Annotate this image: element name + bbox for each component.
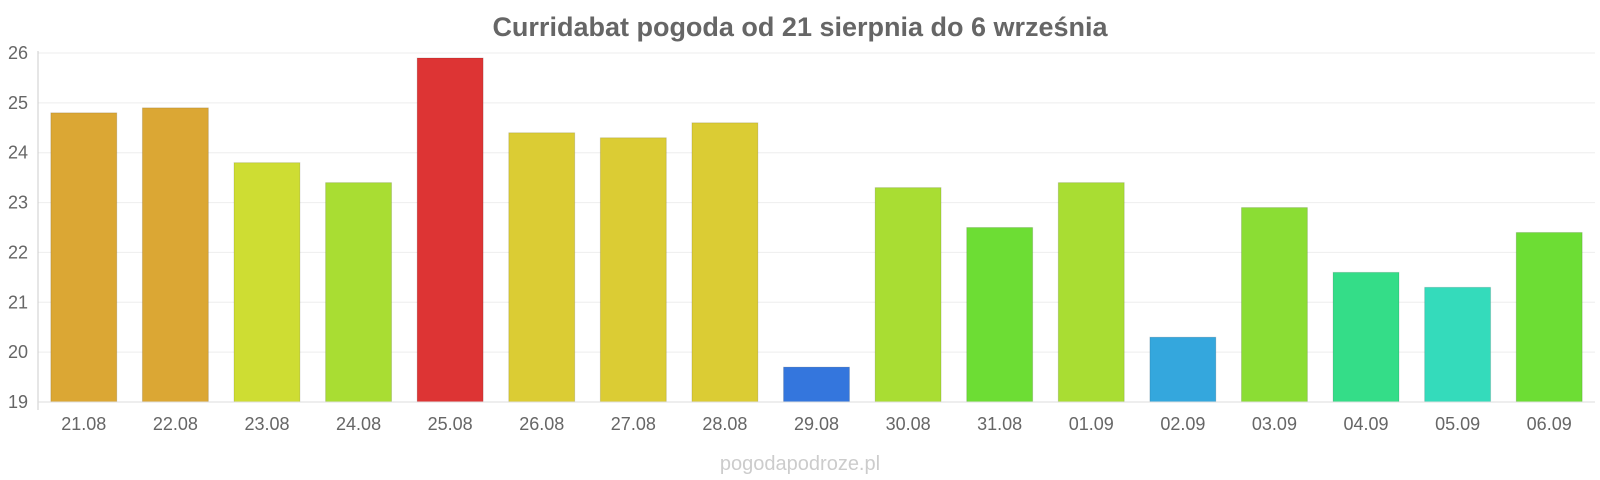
bar-05.09 xyxy=(1424,286,1492,403)
bar-31.08 xyxy=(966,227,1034,403)
bar-03.09 xyxy=(1240,207,1308,403)
x-tick-label: 27.08 xyxy=(611,414,656,434)
x-tick-label: 05.09 xyxy=(1435,414,1480,434)
x-tick-label: 01.09 xyxy=(1069,414,1114,434)
x-tick-label: 29.08 xyxy=(794,414,839,434)
bar-22.08 xyxy=(141,107,209,403)
x-tick-label: 06.09 xyxy=(1527,414,1572,434)
y-axis: 19 20 21 22 23 24 25 26 xyxy=(8,43,39,412)
bar-25.08 xyxy=(416,57,484,403)
y-tick-label: 21 xyxy=(8,292,28,312)
x-tick-label: 04.09 xyxy=(1344,414,1389,434)
x-tick-label: 22.08 xyxy=(153,414,198,434)
bar-23.08 xyxy=(233,162,301,403)
x-tick-label: 21.08 xyxy=(61,414,106,434)
y-tick-label: 25 xyxy=(8,93,28,113)
x-axis: 21.08 22.08 23.08 24.08 25.08 26.08 27.08 28.08… xyxy=(38,401,1595,434)
chart-title: Curridabat pogoda od 21 sierpnia do 6 wr… xyxy=(492,12,1108,42)
x-tick-label: 02.09 xyxy=(1160,414,1205,434)
bar-24.08 xyxy=(325,182,393,403)
y-tick-label: 22 xyxy=(8,242,28,262)
bar-27.08 xyxy=(599,137,667,403)
y-tick-label: 19 xyxy=(8,392,28,412)
x-tick-label: 31.08 xyxy=(977,414,1022,434)
x-tick-label: 24.08 xyxy=(336,414,381,434)
x-tick-label: 26.08 xyxy=(519,414,564,434)
bar-29.08 xyxy=(783,366,850,403)
bar-21.08 xyxy=(50,112,118,403)
bar-04.09 xyxy=(1332,271,1400,403)
y-tick-label: 23 xyxy=(8,193,28,213)
bar-28.08 xyxy=(691,122,759,403)
footer-watermark: pogodapodroze.pl xyxy=(720,453,880,475)
x-tick-label: 03.09 xyxy=(1252,414,1297,434)
bar-01.09 xyxy=(1057,182,1125,403)
x-tick-label: 23.08 xyxy=(244,414,289,434)
bar-26.08 xyxy=(508,132,576,403)
bars xyxy=(50,57,1583,403)
x-tick-label: 30.08 xyxy=(886,414,931,434)
y-tick-label: 24 xyxy=(8,143,28,163)
y-tick-label: 20 xyxy=(8,342,28,362)
bar-02.09 xyxy=(1149,336,1217,403)
bar-30.08 xyxy=(874,187,942,403)
x-tick-label: 25.08 xyxy=(428,414,473,434)
x-tick-label: 28.08 xyxy=(702,414,747,434)
bar-06.09 xyxy=(1515,231,1583,403)
y-tick-label: 26 xyxy=(8,43,28,63)
